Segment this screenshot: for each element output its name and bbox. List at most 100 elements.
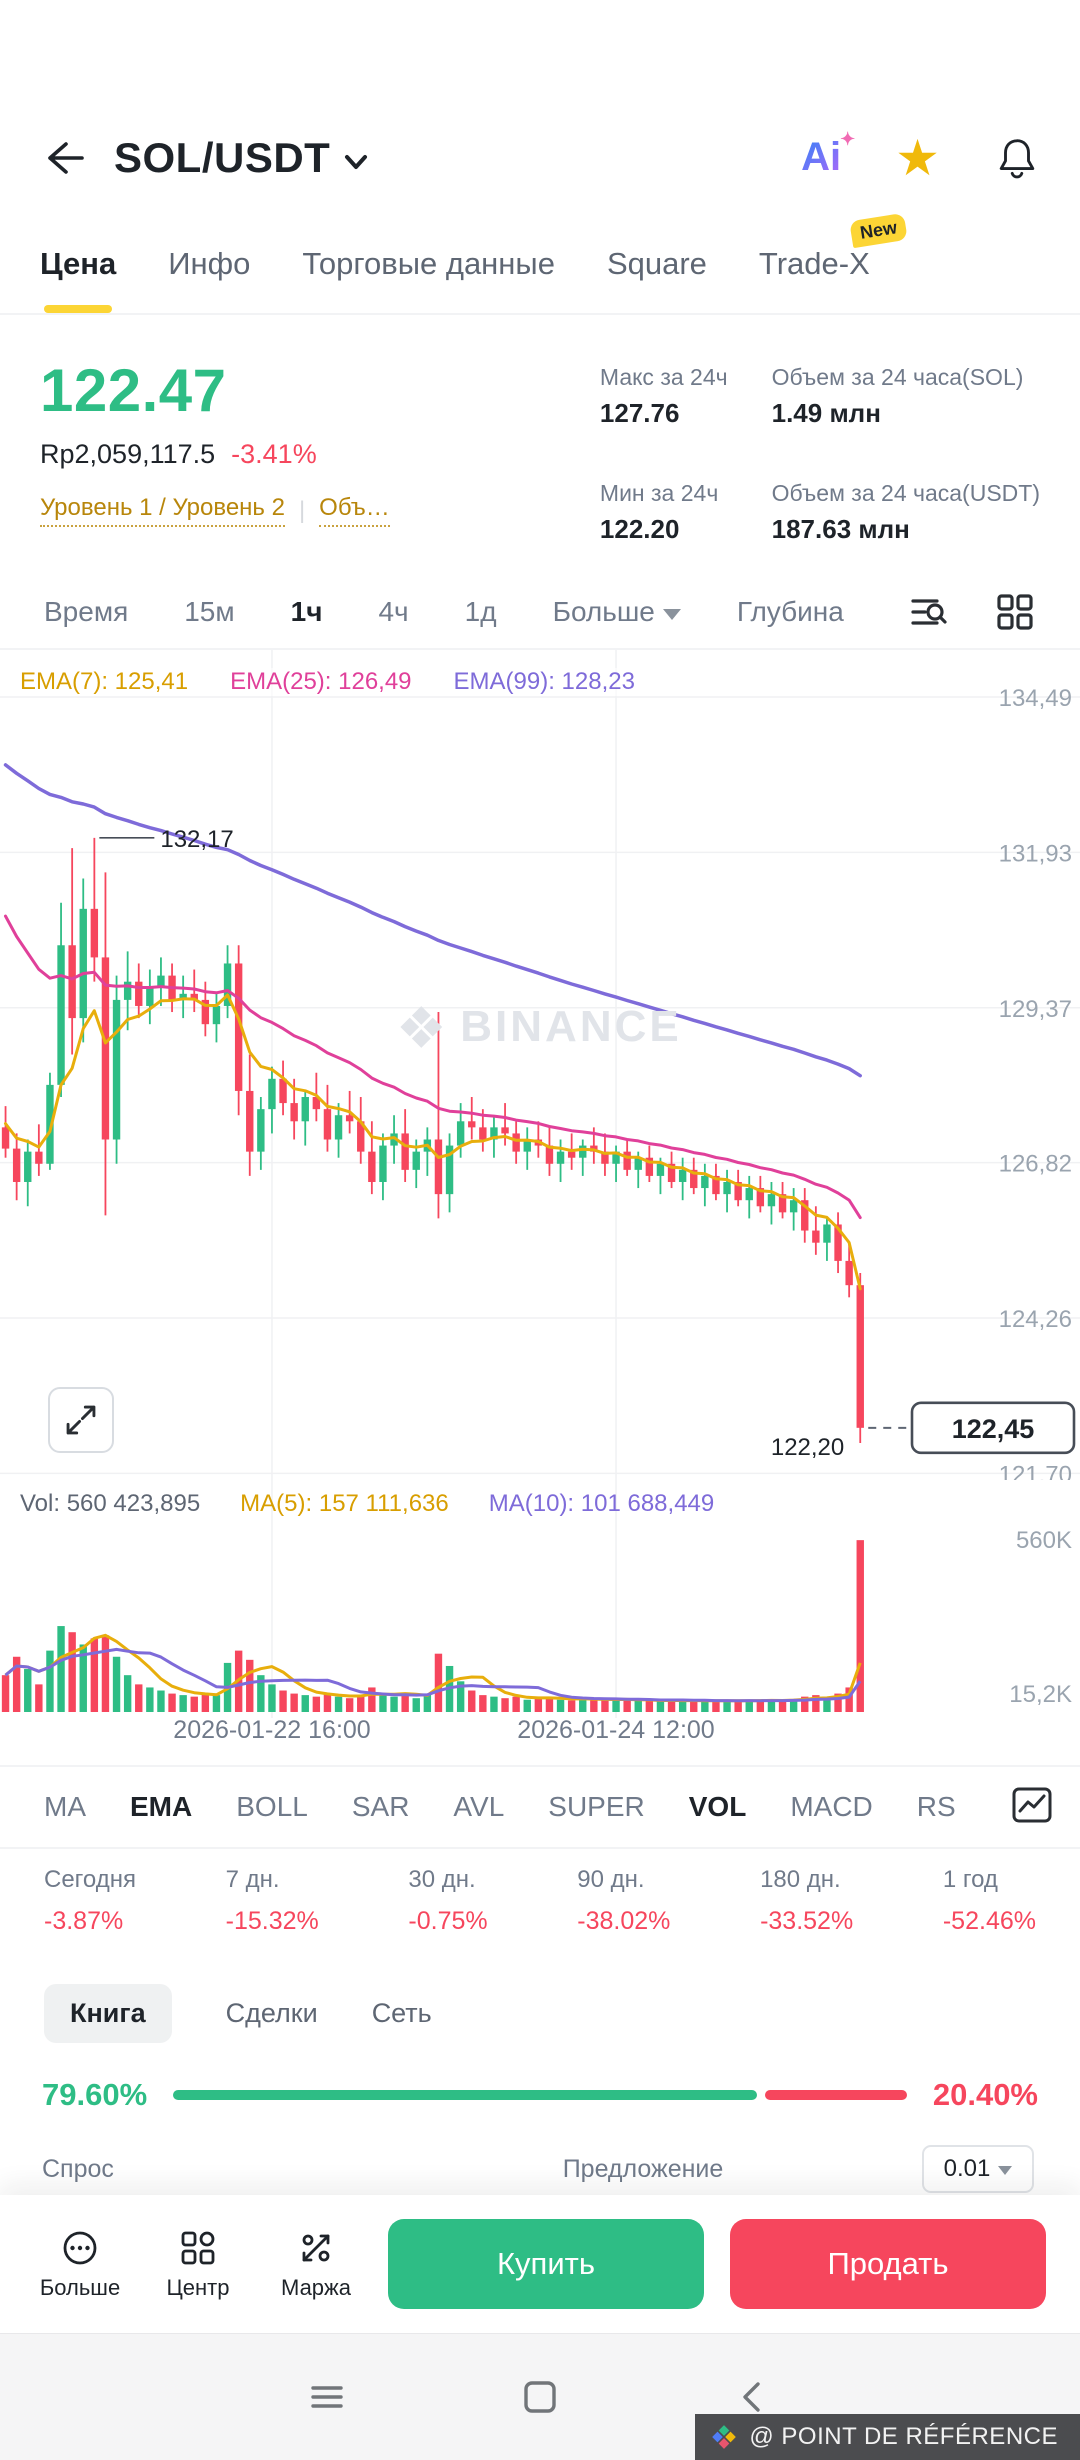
svg-text:126,82: 126,82	[999, 1151, 1072, 1178]
recents-menu-icon[interactable]	[307, 2377, 347, 2417]
levels-link[interactable]: Уровень 1 / Уровень 2	[40, 494, 285, 527]
top-bar-actions: Ai ✦ ★	[801, 129, 1040, 186]
tick-size-select[interactable]: 0.01	[922, 2145, 1034, 2193]
price-panel: 122.47 Rp2,059,117.5 -3.41% Уровень 1 / …	[0, 320, 1080, 570]
tab-trading-data[interactable]: Торговые данные	[302, 246, 555, 281]
svg-text:122,20: 122,20	[771, 1434, 844, 1461]
home-square-icon[interactable]	[520, 2377, 560, 2417]
ask-column-header: Предложение	[562, 2155, 724, 2183]
fullscreen-expand-button[interactable]	[48, 1387, 114, 1453]
ema25-legend: EMA(25): 126,49	[230, 668, 412, 695]
vol-ma10: MA(10): 101 688,449	[488, 1490, 715, 1517]
pair-title[interactable]: SOL/USDT	[114, 133, 331, 181]
fiat-value: Rp2,059,117.5	[40, 439, 216, 469]
tab-network[interactable]: Сеть	[371, 1997, 432, 2028]
more-ellipsis-icon	[63, 2231, 97, 2264]
reference-watermark: @ POINT DE RÉFÉRENCE	[695, 2414, 1080, 2460]
volume-link[interactable]: Объ…	[319, 494, 390, 527]
time-tick: 2026-01-24 12:00	[517, 1716, 715, 1744]
tab-trades[interactable]: Сделки	[225, 1997, 318, 2028]
indicator-ema[interactable]: EMA	[130, 1791, 193, 1822]
interval-more[interactable]: Больше	[553, 596, 681, 628]
svg-text:560K: 560K	[1016, 1527, 1072, 1554]
back-arrow-icon	[48, 141, 84, 174]
sell-button[interactable]: Продать	[730, 2219, 1046, 2309]
svg-text:15,2K: 15,2K	[1009, 1681, 1072, 1708]
favorite-star-icon[interactable]: ★	[895, 129, 940, 186]
ai-assistant-icon[interactable]: Ai ✦	[801, 129, 856, 179]
indicator-settings-icon[interactable]	[908, 591, 950, 633]
hub-grid-icon	[181, 2231, 215, 2264]
indicator-boll[interactable]: BOLL	[236, 1791, 308, 1822]
perf-7d: 7 дн. -15.32%	[225, 1866, 319, 1935]
perf-1y: 1 год -52.46%	[942, 1866, 1036, 1935]
stat-high24h: Макс за 24ч 127.76	[599, 364, 728, 428]
new-badge: New	[848, 212, 908, 249]
book-header-row: Спрос Предложение 0.01	[0, 2135, 1080, 2199]
interval-1h[interactable]: 1ч	[290, 596, 323, 627]
last-price: 122.47	[40, 357, 227, 424]
ema-legend: EMA(7): 125,41 EMA(25): 126,49 EMA(99): …	[20, 668, 635, 696]
perf-30d: 30 дн. -0.75%	[408, 1866, 488, 1935]
depth-ratio-row: 79.60% 20.40%	[0, 2062, 1080, 2128]
vol-value: Vol: 560 423,895	[20, 1490, 201, 1517]
margin-percent-icon	[302, 2234, 330, 2261]
book-tabs: Книга Сделки Сеть	[0, 1972, 1080, 2054]
perf-180d: 180 дн. -33.52%	[760, 1866, 854, 1935]
svg-text:121,70: 121,70	[999, 1461, 1072, 1480]
stat-low24h: Мин за 24ч 122.20	[599, 480, 719, 544]
stat-vol24h-usdt: Объем за 24 часа(USDT) 187.63 млн	[771, 480, 1040, 544]
tab-info[interactable]: Инфо	[168, 246, 251, 281]
indicator-macd[interactable]: MACD	[790, 1791, 873, 1822]
interval-4h[interactable]: 4ч	[378, 596, 409, 627]
stats-grid: Макс за 24ч 127.76 Объем за 24 часа(SOL) 1…	[600, 356, 1040, 570]
layout-grid-icon[interactable]	[994, 591, 1036, 633]
time-axis: 2026-01-22 16:00 2026-01-24 12:00	[0, 1716, 1080, 1760]
depth-ratio-bar	[173, 2090, 907, 2100]
price-chart-section: EMA(7): 125,41 EMA(25): 126,49 EMA(99): …	[0, 650, 1080, 1488]
bid-column-header: Спрос	[42, 2155, 114, 2183]
hub-button[interactable]: Центр	[152, 2228, 244, 2301]
volume-chart[interactable]: 560K 15,2K	[0, 1480, 1080, 1725]
svg-text:132,17: 132,17	[160, 826, 233, 853]
vol-ma5: MA(5): 157 111,636	[240, 1490, 449, 1517]
buy-button[interactable]: Купить	[388, 2219, 704, 2309]
volume-legend: Vol: 560 423,895 MA(5): 157 111,636 MA(1…	[20, 1490, 714, 1518]
interval-bar: Время 15м 1ч 4ч 1д Больше Глубина	[0, 576, 1080, 650]
svg-text:124,26: 124,26	[999, 1306, 1072, 1333]
indicator-vol[interactable]: VOL	[688, 1791, 747, 1822]
svg-text:129,37: 129,37	[999, 996, 1072, 1023]
candlestick-chart[interactable]: 134,49 131,93 129,37 126,82 124,26 121,70 132,…	[0, 650, 1080, 1488]
stat-vol24h-sol: Объем за 24 часа(SOL) 1.49 млн	[771, 364, 1024, 428]
indicator-super[interactable]: SUPER	[548, 1791, 645, 1822]
interval-time[interactable]: Время	[44, 596, 129, 627]
expand-arrows-icon	[66, 1405, 96, 1435]
back-chevron-icon[interactable]	[733, 2377, 773, 2417]
svg-text:131,93: 131,93	[999, 840, 1072, 867]
notifications-bell-icon[interactable]	[994, 134, 1040, 182]
tab-order-book[interactable]: Книга	[44, 1983, 172, 2043]
tab-trade-x[interactable]: Trade-X New	[759, 212, 908, 313]
interval-15m[interactable]: 15м	[184, 596, 235, 627]
indicator-sar[interactable]: SAR	[351, 1791, 410, 1822]
chevron-down-icon	[662, 608, 681, 620]
pair-dropdown-caret-icon[interactable]	[344, 153, 368, 171]
interval-1d[interactable]: 1д	[464, 596, 497, 627]
bottom-action-bar: Больше Центр Маржа Купить Продать	[0, 2195, 1080, 2333]
chart-edit-icon[interactable]	[999, 1782, 1054, 1832]
margin-button[interactable]: Маржа	[270, 2228, 362, 2301]
ask-percent: 20.40%	[932, 2077, 1038, 2112]
indicator-avl[interactable]: AVL	[453, 1791, 505, 1822]
price-block: 122.47 Rp2,059,117.5 -3.41% Уровень 1 / …	[40, 356, 390, 570]
tab-square[interactable]: Square	[606, 246, 707, 281]
indicator-rsi[interactable]: RS	[916, 1791, 956, 1822]
more-menu-button[interactable]: Больше	[34, 2228, 126, 2301]
page-tabs: Цена Инфо Торговые данные Square Trade-X…	[0, 212, 1080, 315]
tab-price[interactable]: Цена	[40, 215, 116, 313]
binance-watermark: BINANCE	[398, 1002, 681, 1052]
indicator-ma[interactable]: MA	[44, 1791, 86, 1822]
back-button[interactable]	[40, 132, 92, 184]
depth-toggle[interactable]: Глубина	[736, 596, 844, 627]
svg-text:134,49: 134,49	[999, 685, 1072, 712]
